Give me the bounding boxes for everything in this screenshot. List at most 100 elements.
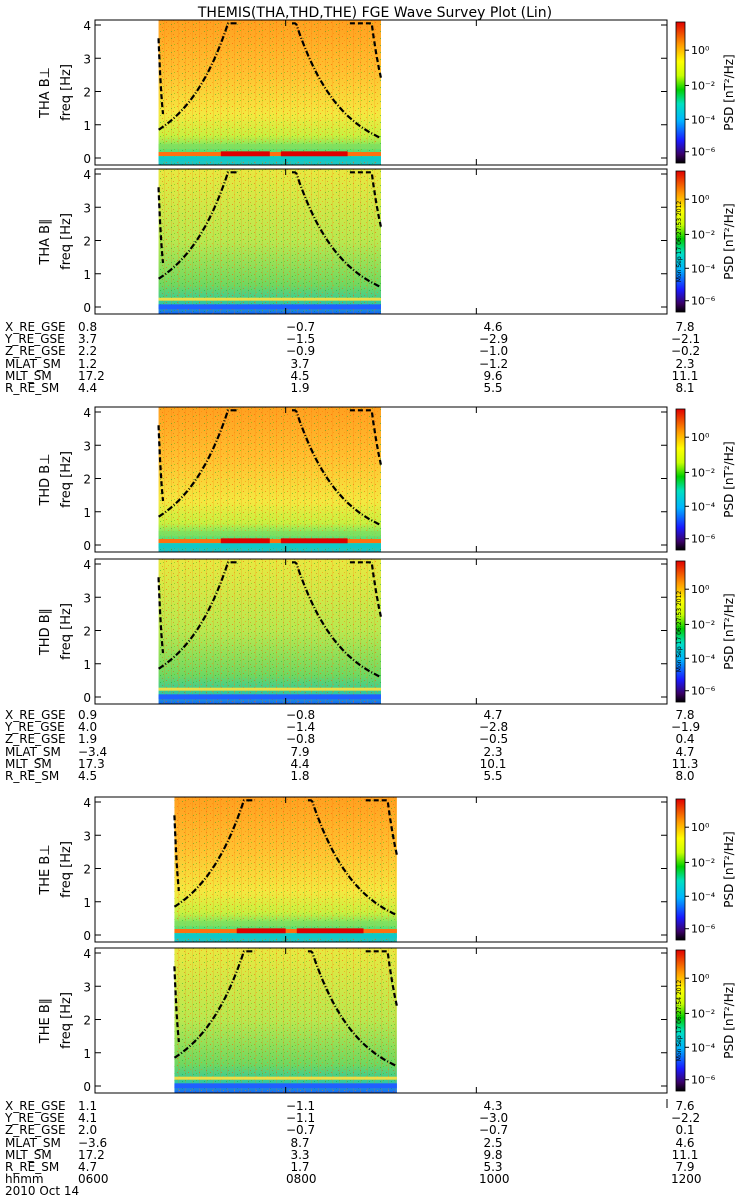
ephemeris-value: 1.7 — [290, 1159, 310, 1174]
y-tick-label: 4 — [83, 558, 91, 572]
ephemeris-label: X_RE_GSE — [5, 708, 66, 722]
y-tick-label: 3 — [83, 52, 91, 66]
y-axis-label: freq [Hz] — [59, 841, 74, 898]
ephemeris-value: 7.9 — [675, 1159, 695, 1174]
band-peak — [296, 928, 364, 934]
colorbar-tick-label: 10⁻² — [691, 1007, 715, 1020]
y-tick-label: 2 — [83, 1014, 91, 1028]
spectrogram-noise — [158, 20, 381, 165]
ephemeris-row: Z_RE_GSE 1.9 −0.8 −0.5 0.4 — [0, 733, 750, 745]
y-axis-label: freq [Hz] — [59, 213, 74, 270]
ephemeris-row: R_RE_SM 4.7 1.7 5.3 7.9 — [0, 1161, 750, 1173]
y-axis-label: freq [Hz] — [59, 64, 74, 121]
band-peak — [220, 538, 270, 544]
ephemeris-value: −0.7 — [286, 1123, 316, 1138]
ephemeris-label: MLT_SM — [5, 1147, 52, 1162]
ephemeris-value: −2.9 — [479, 332, 509, 347]
colorbar-tick-label: 10⁰ — [691, 583, 710, 596]
band — [158, 694, 381, 700]
gyro-curve — [157, 425, 165, 502]
plot-frame — [94, 406, 668, 553]
ephemeris-label: X_RE_GSE — [5, 320, 66, 334]
spectrogram-panel: 0 1 2 3 4 THA B⊥ freq [Hz] 10⁰ 10⁻² 10⁻⁴ 10⁻⁶ PSD [… — [38, 19, 736, 166]
ephemeris-value: 4.4 — [290, 756, 310, 771]
colorbar — [675, 170, 686, 313]
y-tick-label: 1 — [83, 506, 91, 520]
colorbar-tick-label: 10⁻⁶ — [691, 1074, 716, 1087]
gyro-curve — [157, 187, 165, 264]
ephemeris-value: 8.7 — [290, 1135, 310, 1150]
y-tick-label: 1 — [83, 119, 91, 133]
y-tick-label: 0 — [83, 152, 91, 166]
ephemeris-value: −1.1 — [286, 1099, 316, 1113]
y-tick-label: 1 — [83, 1047, 91, 1061]
ephemeris-label: R_RE_SM — [5, 380, 60, 395]
ephemeris-value: 0.4 — [675, 732, 695, 747]
spectrogram-panel: 0 1 2 3 4 THD B∥ freq [Hz] 10⁰ 10⁻² 10⁻⁴ 10⁻⁶ PSD [… — [38, 558, 736, 705]
ephemeris-row: X_RE_GSE 1.1 −1.1 4.3 7.6 — [0, 1100, 750, 1112]
ephemeris-row: MLT_SM 17.2 3.3 9.8 11.1 — [0, 1149, 750, 1161]
ephemeris-table: X_RE_GSE 0.9 −0.8 4.7 7.8 Y_RE_GSE 4.0 −1.4 −2.8… — [0, 709, 750, 782]
ephemeris-row: Y_RE_GSE 4.1 −1.1 −3.0 −2.2 — [0, 1112, 750, 1124]
ephemeris-value: 7.8 — [675, 320, 695, 334]
ephemeris-value: 11.1 — [671, 368, 699, 383]
spectrogram-panel: 0 1 2 3 4 THA B∥ freq [Hz] 10⁰ 10⁻² 10⁻⁴ 10⁻⁶ PSD [… — [38, 168, 736, 315]
gyro-curve — [292, 171, 382, 289]
ephemeris-row: X_RE_GSE 0.8 −0.7 4.6 7.8 — [0, 321, 750, 333]
ephemeris-label: X_RE_GSE — [5, 1099, 66, 1113]
ephemeris-table: X_RE_GSE 0.8 −0.7 4.6 7.8 Y_RE_GSE 3.7 −1.5 −2.9… — [0, 321, 750, 394]
colorbar-tick-label: 10⁻² — [691, 856, 715, 869]
colorbar — [675, 949, 686, 1092]
ephemeris-value: 9.6 — [483, 368, 503, 383]
ephemeris-value: 1.1 — [78, 1099, 98, 1113]
colorbar — [675, 21, 686, 164]
y-tick-label: 3 — [83, 591, 91, 605]
spectrogram-panel: 0 1 2 3 4 THE B⊥ freq [Hz] 10⁰ 10⁻² 10⁻⁴ 10⁻⁶ PSD [… — [38, 796, 736, 943]
colorbar-tick-label: 10⁻⁴ — [691, 500, 716, 513]
ephemeris-value: 3.3 — [290, 1147, 310, 1162]
colorbar — [675, 560, 686, 703]
plot-frame — [94, 558, 668, 705]
y-tick-label: 4 — [83, 947, 91, 961]
figure-title: THEMIS(THA,THD,THE) FGE Wave Survey Plot… — [197, 5, 552, 21]
colorbar-tick-label: 10⁻² — [691, 228, 715, 241]
timestamp-stamp: Mon Sep 17 06:27:54 2012 — [676, 980, 683, 1062]
gyro-curve — [349, 561, 383, 618]
date-label: 2010 Oct 14 — [0, 1185, 750, 1197]
gyro-curve — [307, 950, 398, 1068]
y-tick-label: 1 — [83, 896, 91, 910]
y-tick-label: 0 — [83, 691, 91, 705]
y-tick-label: 3 — [83, 439, 91, 453]
ephemeris-value: 4.1 — [78, 1111, 98, 1126]
ephemeris-row: MLT_SM 17.2 4.5 9.6 11.1 — [0, 370, 750, 382]
ephemeris-value: 1.9 — [78, 732, 98, 747]
ephemeris-row: Z_RE_GSE 2.0 −0.7 −0.7 0.1 — [0, 1124, 750, 1136]
y-axis-label: freq [Hz] — [59, 451, 74, 508]
colorbar-tick-label: 10⁻⁶ — [691, 295, 716, 308]
gyro-curve — [349, 22, 383, 79]
band — [174, 1083, 397, 1089]
gyro-curve — [157, 38, 165, 115]
ephemeris-value: −0.5 — [479, 732, 509, 747]
plot-frame — [94, 19, 668, 166]
y-tick-label: 2 — [83, 86, 91, 100]
ephemeris-label: MLAT_SM — [5, 744, 61, 759]
colorbar-tick-label: 10⁻⁶ — [691, 923, 716, 936]
ephemeris-value: 4.7 — [78, 1159, 98, 1174]
gyro-curve — [292, 561, 382, 679]
ephemeris-value: 3.7 — [78, 332, 98, 347]
ephemeris-value: 4.5 — [78, 768, 98, 783]
ephemeris-value: 7.8 — [675, 708, 695, 722]
ephemeris-value: 17.2 — [78, 1147, 105, 1162]
ephemeris-row: hhmm 0600 0800 1000 1200 — [0, 1173, 750, 1185]
ephemeris-value: 2.3 — [483, 744, 503, 759]
gyro-curve — [173, 950, 255, 1059]
colorbar-tick-label: 10⁻⁴ — [691, 113, 716, 126]
gyro-curve — [365, 950, 398, 1007]
ephemeris-value: 4.3 — [483, 1099, 503, 1113]
timestamp-stamp: Mon Sep 17 06:27:53 2012 — [676, 591, 683, 673]
ephemeris-value: −1.0 — [479, 344, 509, 359]
ephemeris-value: 2.0 — [78, 1123, 98, 1138]
gyro-curve — [307, 799, 398, 917]
